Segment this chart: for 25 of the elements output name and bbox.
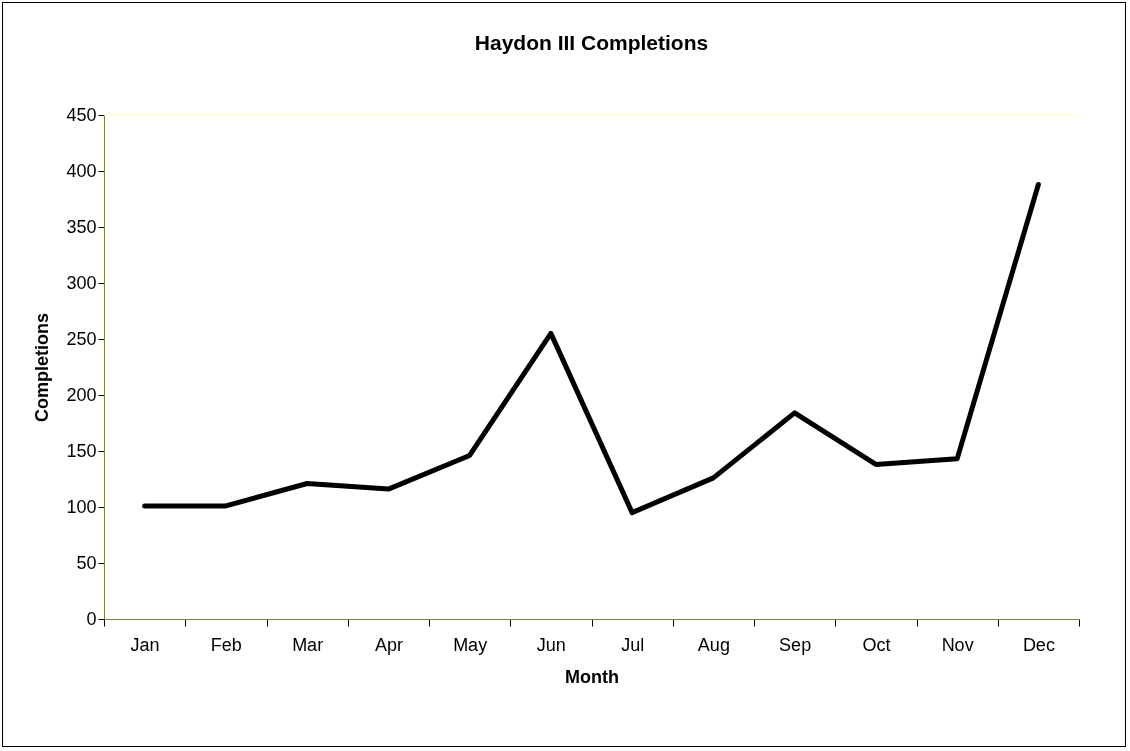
x-tick-label: Mar bbox=[292, 634, 324, 655]
x-tick-label: Sep bbox=[779, 634, 812, 655]
x-tick-label: Nov bbox=[941, 634, 974, 655]
y-tick-label: 450 bbox=[66, 104, 97, 125]
y-tick-label: 400 bbox=[66, 160, 97, 181]
y-tick-label: 300 bbox=[66, 272, 97, 293]
x-tick-label: Jan bbox=[130, 634, 160, 655]
y-tick-label: 50 bbox=[76, 552, 97, 573]
x-tick-label: Feb bbox=[210, 634, 242, 655]
y-tick-label: 0 bbox=[86, 608, 97, 629]
x-tick-label: Apr bbox=[374, 634, 403, 655]
x-tick-label: May bbox=[453, 634, 488, 655]
y-tick-label: 100 bbox=[66, 496, 97, 517]
y-tick-label: 150 bbox=[66, 440, 97, 461]
x-tick-label: Oct bbox=[862, 634, 891, 655]
x-tick-label: Aug bbox=[697, 634, 730, 655]
y-axis-title: Completions bbox=[32, 312, 53, 423]
x-tick-label: Dec bbox=[1022, 634, 1055, 655]
x-axis-title: Month bbox=[565, 666, 619, 687]
y-tick-label: 200 bbox=[66, 384, 97, 405]
y-tick-label: 250 bbox=[66, 328, 97, 349]
x-tick-label: Jun bbox=[536, 634, 566, 655]
y-tick-label: 350 bbox=[66, 216, 97, 237]
chart-title: Haydon III Completions bbox=[474, 31, 709, 54]
x-tick-label: Jul bbox=[621, 634, 645, 655]
